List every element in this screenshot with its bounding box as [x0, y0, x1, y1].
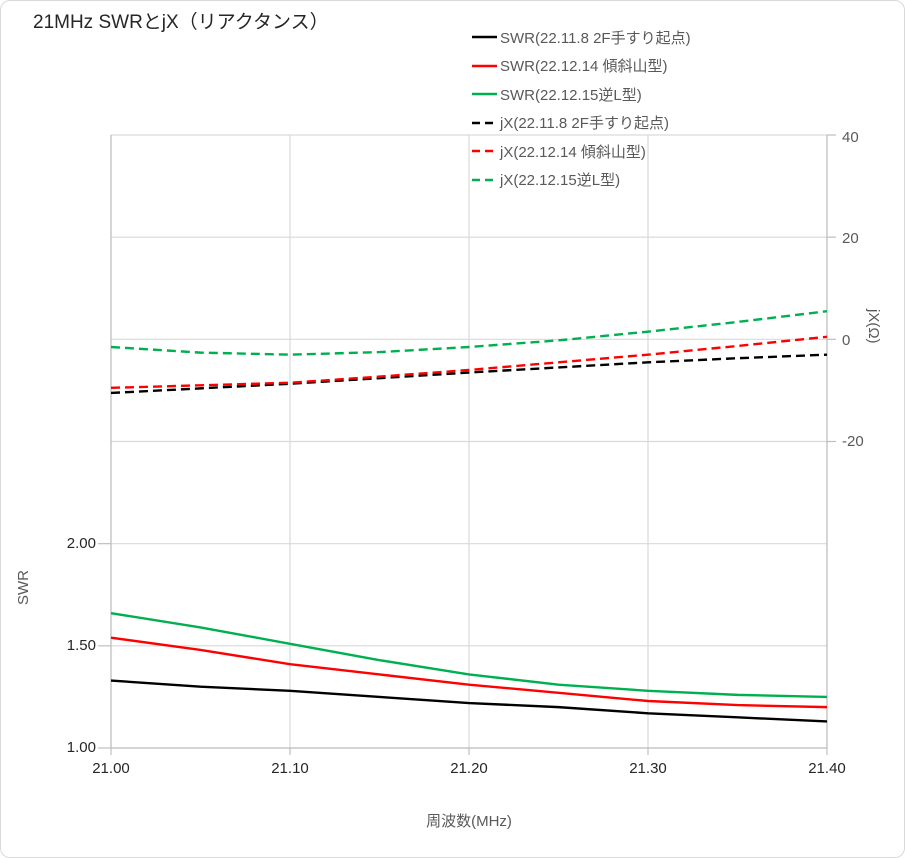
x-axis-title: 周波数(MHz) [426, 813, 512, 830]
y-right-tick-label: 0 [842, 332, 851, 349]
y-left-tick-label: 1.50 [66, 637, 96, 654]
x-tick-label: 21.20 [450, 760, 488, 777]
series-line-0 [110, 679, 828, 723]
y-left-tick-label: 1.00 [66, 739, 96, 756]
series-line-2 [110, 611, 828, 699]
chart-title: 21MHz SWRとjX（リアクタンス） [33, 12, 329, 33]
y-left-axis-title: SWR [15, 570, 32, 605]
legend-item-label: jX(22.12.14 傾斜山型) [500, 143, 646, 161]
legend-line-swatch [472, 64, 497, 67]
series-line-1 [110, 636, 828, 709]
x-tick-label: 21.00 [92, 760, 130, 777]
x-tick-label: 21.10 [271, 760, 309, 777]
legend-line-swatch [472, 36, 497, 39]
y-right-tick-label: 40 [842, 129, 859, 146]
legend-item: SWR(22.12.15逆L型) [471, 80, 691, 109]
x-tick-label: 21.40 [808, 760, 846, 777]
legend-item: jX(22.11.8 2F手すり起点) [471, 109, 691, 138]
legend-item: SWR(22.12.14 傾斜山型) [471, 52, 691, 81]
series-line-4 [110, 335, 828, 390]
legend-item: jX(22.12.15逆L型) [471, 166, 691, 195]
series-line-3 [110, 353, 828, 395]
legend: SWR(22.11.8 2F手すり起点) SWR(22.12.14 傾斜山型) … [471, 23, 691, 194]
x-tick-label: 21.30 [629, 760, 667, 777]
legend-item-label: jX(22.12.15逆L型) [500, 172, 621, 190]
legend-line-swatch [472, 178, 497, 181]
y-left-tick-label: 2.00 [66, 535, 96, 552]
legend-line-swatch [472, 93, 497, 96]
legend-item: SWR(22.11.8 2F手すり起点) [471, 23, 691, 52]
legend-line-swatch [472, 121, 497, 124]
legend-item-label: jX(22.11.8 2F手すり起点) [500, 115, 669, 133]
legend-item-label: SWR(22.12.15逆L型) [500, 86, 642, 104]
y-right-tick-label: -20 [842, 433, 864, 450]
legend-item: jX(22.12.14 傾斜山型) [471, 137, 691, 166]
legend-item-label: SWR(22.11.8 2F手すり起点) [500, 29, 691, 47]
y-right-axis-title: jX(Ω) [865, 309, 882, 344]
legend-line-swatch [472, 150, 497, 153]
legend-item-label: SWR(22.12.14 傾斜山型) [500, 58, 668, 76]
y-right-tick-label: 20 [842, 230, 859, 247]
series-line-5 [110, 310, 828, 356]
